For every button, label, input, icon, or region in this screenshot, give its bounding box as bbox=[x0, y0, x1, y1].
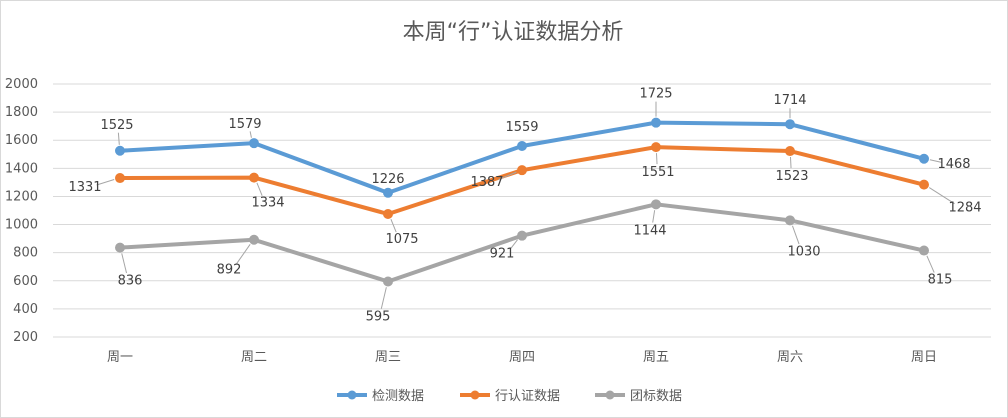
data-point bbox=[651, 117, 661, 128]
y-tick-label: 2000 bbox=[5, 77, 38, 92]
y-tick-label: 1600 bbox=[5, 133, 38, 148]
leader-line bbox=[791, 225, 800, 245]
data-label: 892 bbox=[217, 263, 242, 278]
data-label: 1579 bbox=[228, 117, 261, 132]
x-tick-label: 周日 bbox=[911, 350, 937, 365]
legend-item: 团标数据 bbox=[595, 389, 682, 404]
x-tick-label: 周一 bbox=[107, 350, 133, 365]
data-label: 1075 bbox=[385, 232, 418, 247]
x-tick-label: 周五 bbox=[643, 350, 669, 365]
data-label: 921 bbox=[490, 247, 515, 262]
data-point bbox=[651, 199, 661, 210]
leader-line bbox=[380, 287, 387, 309]
y-tick-label: 800 bbox=[13, 246, 38, 261]
data-point bbox=[115, 173, 125, 184]
series-3: 836 892 595 921 1144 1030 815 bbox=[115, 199, 953, 324]
data-label: 1559 bbox=[505, 120, 538, 135]
legend-label: 检测数据 bbox=[372, 389, 424, 404]
data-point bbox=[249, 172, 259, 183]
leader-line bbox=[117, 132, 120, 145]
y-tick-label: 200 bbox=[13, 330, 38, 345]
x-tick-label: 周四 bbox=[509, 350, 535, 365]
data-label: 836 bbox=[118, 274, 143, 289]
series-1: 1525 1579 1226 1559 1725 1714 1468 bbox=[100, 87, 971, 198]
x-tick-label: 周三 bbox=[375, 350, 401, 365]
data-point bbox=[785, 146, 795, 157]
leader-line bbox=[256, 182, 263, 196]
data-label: 1525 bbox=[100, 118, 133, 133]
legend-item: 行认证数据 bbox=[460, 389, 560, 404]
series-2: 1331 1334 1075 1387 1551 1523 1284 bbox=[68, 142, 982, 247]
data-point bbox=[249, 234, 259, 245]
leader-line bbox=[390, 219, 397, 233]
leader-line bbox=[928, 187, 955, 205]
leader-line bbox=[498, 171, 517, 181]
series-group: 1525 1579 1226 1559 1725 1714 1468 1331 1334 1075… bbox=[68, 87, 981, 325]
data-point bbox=[249, 138, 259, 149]
y-axis: 200 400 600 800 1000 1200 1400 1600 1800 2000 bbox=[5, 77, 38, 345]
data-point bbox=[517, 230, 527, 241]
legend-item: 检测数据 bbox=[337, 389, 424, 404]
data-point bbox=[651, 142, 661, 153]
data-point bbox=[383, 187, 393, 198]
data-point bbox=[919, 245, 929, 256]
data-point bbox=[517, 165, 527, 176]
leader-line bbox=[655, 153, 658, 165]
y-tick-label: 1400 bbox=[5, 161, 38, 176]
y-tick-label: 1200 bbox=[5, 189, 38, 204]
data-label: 1387 bbox=[470, 175, 503, 190]
data-label: 1226 bbox=[371, 172, 404, 187]
data-point bbox=[785, 215, 795, 226]
x-axis: 周一 周二 周三 周四 周五 周六 周日 bbox=[107, 350, 937, 365]
data-label: 1551 bbox=[641, 165, 674, 180]
data-label: 1284 bbox=[948, 201, 981, 216]
leader-line bbox=[510, 239, 518, 249]
legend-swatch-marker bbox=[347, 390, 357, 400]
data-label: 1468 bbox=[937, 157, 970, 172]
data-point bbox=[785, 119, 795, 130]
y-tick-label: 600 bbox=[13, 274, 38, 289]
leader-line bbox=[926, 255, 935, 273]
data-label: 1725 bbox=[639, 87, 672, 102]
leader-line bbox=[249, 131, 252, 138]
gridlines bbox=[53, 83, 991, 338]
data-label: 1331 bbox=[68, 180, 101, 195]
leader-line bbox=[929, 159, 943, 163]
data-label: 1714 bbox=[773, 93, 806, 108]
leader-line bbox=[789, 157, 792, 169]
data-label: 595 bbox=[366, 309, 391, 324]
leader-line bbox=[96, 179, 115, 186]
x-tick-label: 周六 bbox=[777, 350, 803, 365]
leader-line bbox=[121, 253, 128, 274]
data-point bbox=[919, 153, 929, 164]
leader-line bbox=[236, 244, 251, 264]
legend-swatch-marker bbox=[470, 390, 480, 400]
leader-line bbox=[652, 210, 656, 223]
data-label: 1144 bbox=[633, 223, 666, 238]
data-point bbox=[383, 276, 393, 287]
data-point bbox=[115, 145, 125, 156]
data-point bbox=[383, 209, 393, 220]
x-tick-label: 周二 bbox=[241, 350, 267, 365]
legend: 检测数据 行认证数据 团标数据 bbox=[337, 389, 682, 404]
data-point bbox=[517, 140, 527, 151]
data-label: 1334 bbox=[251, 196, 284, 211]
y-tick-label: 1800 bbox=[5, 105, 38, 120]
data-point bbox=[919, 179, 929, 190]
legend-label: 团标数据 bbox=[630, 389, 682, 404]
legend-swatch-marker bbox=[605, 390, 615, 400]
data-label: 815 bbox=[928, 273, 953, 288]
chart-title: 本周“行”认证数据分析 bbox=[403, 20, 624, 45]
y-tick-label: 1000 bbox=[5, 218, 38, 233]
data-label: 1030 bbox=[787, 244, 820, 259]
data-point bbox=[115, 242, 125, 253]
legend-label: 行认证数据 bbox=[495, 389, 560, 404]
data-label: 1523 bbox=[775, 169, 808, 184]
y-tick-label: 400 bbox=[13, 302, 38, 317]
